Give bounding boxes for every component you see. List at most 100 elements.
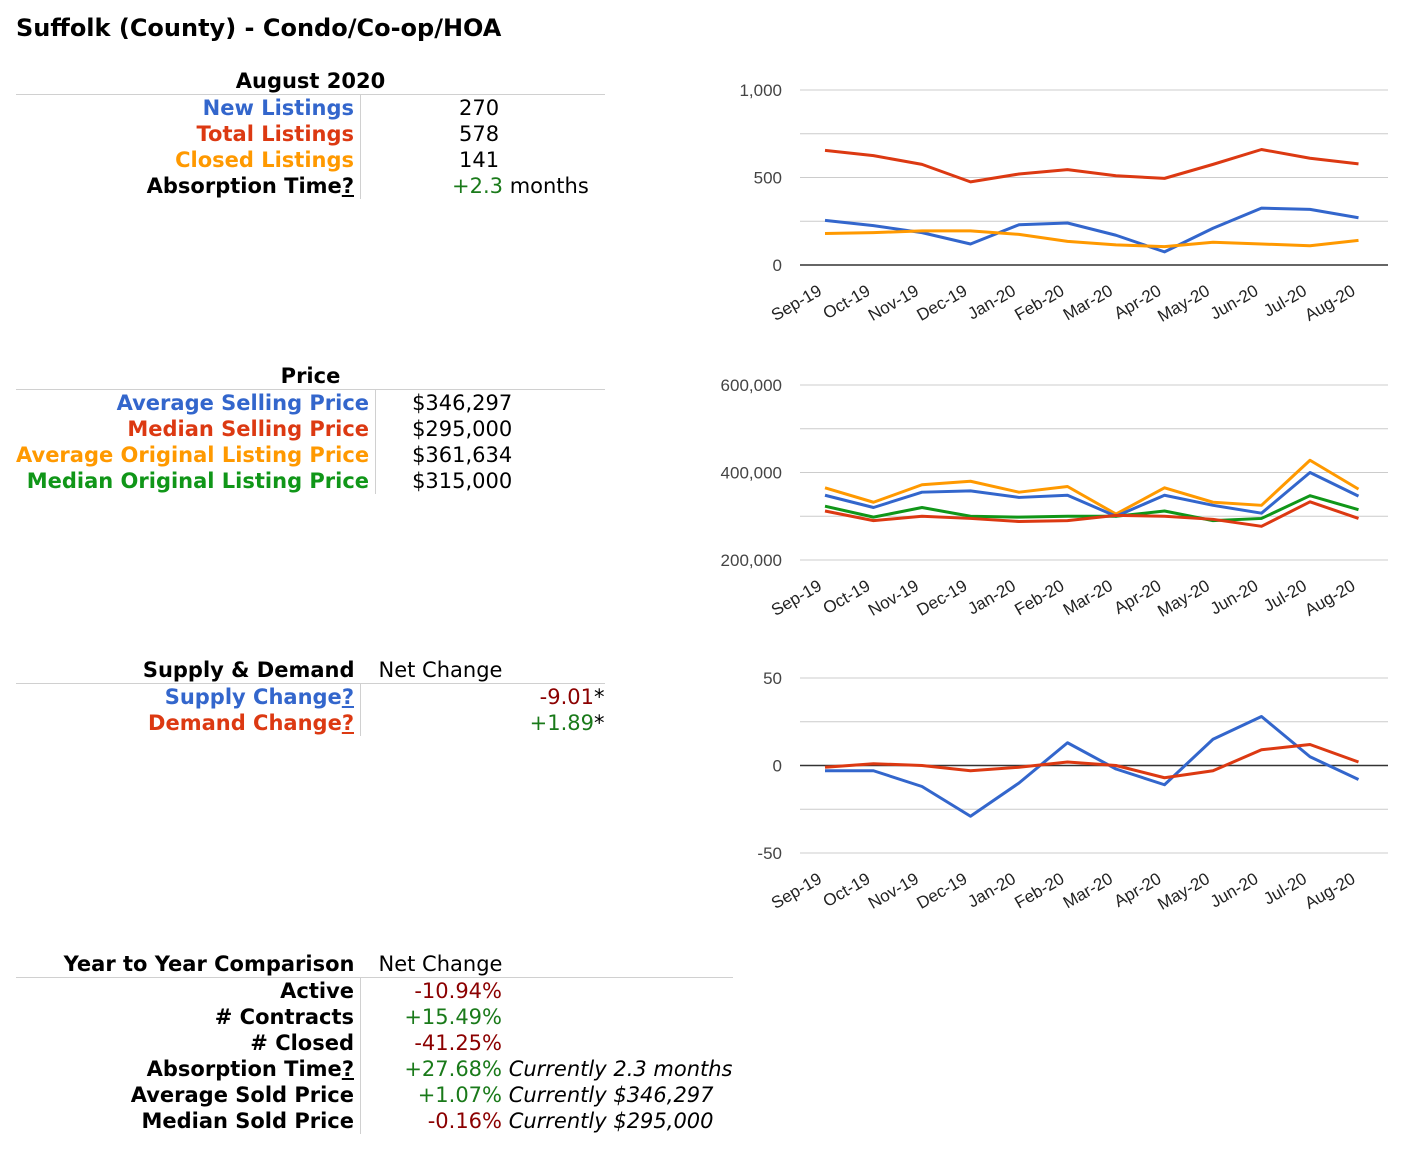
yoy-closed-label: # Closed: [16, 1030, 361, 1056]
closed-listings-label: Closed Listings: [16, 147, 361, 173]
help-link[interactable]: ?: [341, 174, 354, 198]
supply-demand-net-header: Net Change: [360, 657, 605, 684]
price-table: Price Average Selling Price $346,297 Med…: [16, 363, 605, 494]
x-tick-label: Nov-19: [865, 869, 922, 913]
y-tick-label: -50: [757, 844, 782, 863]
x-tick-label: May-20: [1154, 281, 1213, 326]
x-tick-label: Feb-20: [1011, 869, 1067, 912]
x-tick-label: May-20: [1154, 869, 1213, 914]
help-link[interactable]: ?: [341, 685, 354, 709]
median-selling-price-label: Median Selling Price: [16, 416, 377, 442]
y-tick-label: 200,000: [721, 551, 782, 570]
series-line-2: [824, 229, 1359, 249]
yoy-median-sold-price-label: Median Sold Price: [16, 1108, 361, 1134]
x-tick-label: Jan-20: [964, 281, 1019, 323]
yoy-closed-value: -41.25%: [414, 1031, 502, 1055]
new-listings-label: New Listings: [16, 94, 361, 121]
x-tick-label: Jan-20: [964, 869, 1019, 911]
x-tick-label: Nov-19: [865, 576, 922, 620]
yoy-contracts-value: +15.49%: [404, 1005, 502, 1029]
x-tick-label: Dec-19: [914, 869, 971, 913]
yoy-contracts-label: # Contracts: [16, 1004, 361, 1030]
table-row: Supply Change? -9.01*: [16, 683, 605, 710]
x-tick-label: Sep-19: [768, 576, 825, 620]
x-tick-label: Jul-20: [1260, 869, 1310, 909]
x-tick-label: Jan-20: [964, 576, 1019, 618]
listings-header: August 2020: [16, 68, 605, 95]
yoy-absorption-value: +27.68% Currently 2.3 months: [404, 1057, 733, 1081]
avg-selling-price-value: $346,297: [412, 391, 513, 415]
table-row: Average Selling Price $346,297: [16, 389, 605, 416]
supply-change-value: -9.01*: [539, 685, 605, 709]
x-tick-label: Dec-19: [914, 281, 971, 325]
table-row: Median Sold Price -0.16% Currently $295,…: [16, 1108, 733, 1134]
y-tick-label: 400,000: [721, 464, 782, 483]
x-tick-label: Apr-20: [1111, 576, 1165, 618]
series-line-0: [825, 715, 1360, 818]
yoy-active-value: -10.94%: [414, 979, 502, 1003]
avg-original-listing-price-label: Average Original Listing Price: [16, 442, 377, 468]
table-row: Average Sold Price +1.07% Currently $346…: [16, 1082, 733, 1108]
total-listings-value: 578: [459, 122, 500, 146]
table-row: # Contracts +15.49%: [16, 1004, 733, 1030]
supply-demand-line-chart: -50 0 50 Sep-19Oct-19Nov-19Dec-19Jan-20Feb-…: [757, 669, 1388, 914]
avg-original-listing-price-value: $361,634: [412, 443, 513, 467]
x-tick-label: Jun-20: [1207, 869, 1262, 911]
price-header: Price: [16, 363, 605, 390]
x-tick-label: Feb-20: [1011, 281, 1067, 324]
help-link[interactable]: ?: [341, 1057, 354, 1081]
table-row: Active -10.94%: [16, 977, 733, 1004]
y-tick-label: 50: [763, 669, 782, 688]
listings-line-chart: 0 500 1,000 Sep-19Oct-19Nov-19Dec-19Jan-20F…: [739, 81, 1388, 326]
demand-change-value: +1.89*: [529, 711, 605, 735]
x-tick-label: Feb-20: [1011, 576, 1067, 619]
y-tick-label: 500: [754, 169, 782, 188]
x-tick-label: Mar-20: [1060, 576, 1116, 619]
x-tick-label: Jul-20: [1260, 576, 1310, 616]
price-section: Price Average Selling Price $346,297 Med…: [16, 363, 605, 494]
page-title: Suffolk (County) - Condo/Co-op/HOA: [16, 14, 502, 42]
table-row: Absorption Time? +2.3 months: [16, 173, 605, 199]
new-listings-value: 270: [459, 96, 500, 120]
table-row: # Closed -41.25%: [16, 1030, 733, 1056]
table-row: Demand Change? +1.89*: [16, 710, 605, 736]
yoy-section: Year to Year Comparison Net Change Activ…: [16, 951, 733, 1134]
x-tick-label: Sep-19: [768, 281, 825, 325]
x-tick-label: Oct-19: [820, 281, 874, 323]
price-line-chart: 200,000 400,000 600,000 Sep-19Oct-19Nov-19D…: [721, 376, 1388, 621]
series-line-0: [824, 148, 1359, 184]
yoy-absorption-label: Absorption Time?: [16, 1056, 361, 1082]
x-tick-label: Nov-19: [865, 281, 922, 325]
y-tick-label: 0: [773, 256, 782, 275]
y-tick-label: 1,000: [739, 81, 782, 100]
yoy-median-sold-price-value: -0.16% Currently $295,000: [427, 1109, 714, 1133]
supply-change-label: Supply Change?: [16, 683, 361, 710]
table-row: New Listings 270: [16, 94, 605, 121]
absorption-time-label: Absorption Time?: [16, 173, 361, 199]
x-tick-label: Aug-20: [1302, 869, 1359, 913]
table-row: Closed Listings 141: [16, 147, 605, 173]
supply-demand-header: Supply & Demand: [16, 657, 361, 684]
median-original-listing-price-label: Median Original Listing Price: [16, 468, 377, 494]
yoy-avg-sold-price-label: Average Sold Price: [16, 1082, 361, 1108]
x-tick-label: May-20: [1154, 576, 1213, 621]
series-line-1: [824, 471, 1360, 518]
avg-selling-price-label: Average Selling Price: [16, 389, 377, 416]
x-tick-label: Dec-19: [914, 576, 971, 620]
listings-table: August 2020 New Listings 270 Total Listi…: [16, 68, 605, 199]
series-line-3: [824, 500, 1359, 528]
table-row: Absorption Time? +27.68% Currently 2.3 m…: [16, 1056, 733, 1082]
x-tick-label: Sep-19: [768, 869, 825, 913]
x-tick-label: Aug-20: [1302, 281, 1359, 325]
y-tick-label: 0: [773, 757, 782, 776]
yoy-active-label: Active: [16, 977, 361, 1004]
x-tick-label: Jun-20: [1207, 281, 1262, 323]
series-line-2: [824, 494, 1359, 523]
x-tick-label: Aug-20: [1302, 576, 1359, 620]
help-link[interactable]: ?: [341, 711, 354, 735]
table-row: Average Original Listing Price $361,634: [16, 442, 605, 468]
median-selling-price-value: $295,000: [412, 417, 513, 441]
supply-demand-section: Supply & Demand Net Change Supply Change…: [16, 657, 605, 736]
demand-change-label: Demand Change?: [16, 710, 361, 736]
median-original-listing-price-value: $315,000: [412, 469, 513, 493]
